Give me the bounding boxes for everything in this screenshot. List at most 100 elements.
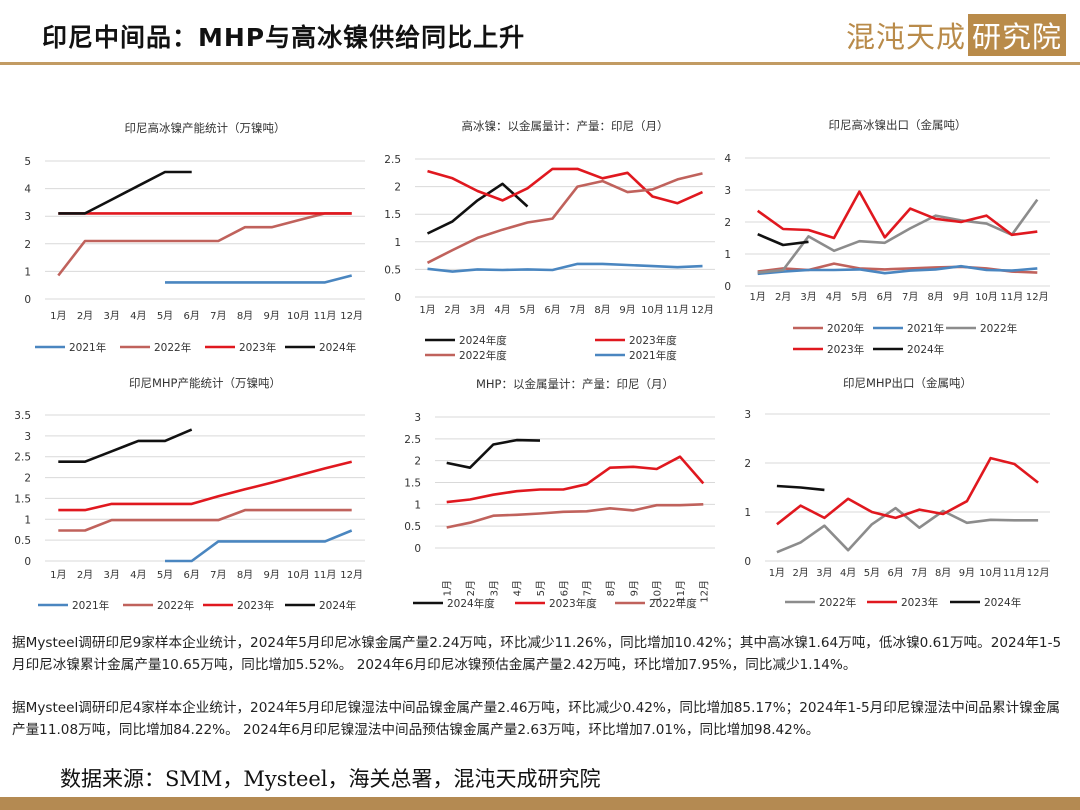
chart-title: 高冰镍：以金属量计：产量：印尼（月） <box>462 119 669 133</box>
chart-c3: 印尼高冰镍出口（金属吨） 0 1 2 3 4 1月 2月 3月 4月 5月 6月 7月 8月 9月 10月 11… <box>724 118 1050 356</box>
series-line <box>757 264 1038 276</box>
series-line <box>757 198 1039 274</box>
y-tick-label: 5 <box>24 156 31 168</box>
y-tick-label: 3 <box>414 412 421 424</box>
legend-label: 2024年度 <box>459 334 507 347</box>
y-tick-label: 0 <box>394 292 401 304</box>
paragraph-mhp-matte: 据Mysteel调研印尼9家样本企业统计，2024年5月印尼冰镍金属产量2.24… <box>12 635 1062 673</box>
y-tick-label: 0.5 <box>404 521 421 533</box>
x-tick-label: 9月 <box>959 567 975 579</box>
legend-label: 2022年度 <box>649 597 697 610</box>
legend-label: 2021年 <box>72 599 109 612</box>
x-tick-label: 8月 <box>594 304 610 316</box>
x-tick-label: 9月 <box>263 569 279 581</box>
x-tick-label: 12月 <box>1026 291 1049 303</box>
y-tick-label: 3 <box>24 211 31 223</box>
legend-label: 2022年 <box>980 322 1017 335</box>
x-tick-label: 2月 <box>444 304 460 316</box>
legend-label: 2024年 <box>319 599 356 612</box>
x-tick-label: 6月 <box>183 569 199 581</box>
y-tick-label: 1 <box>744 507 751 519</box>
x-tick-label: 6月 <box>877 291 893 303</box>
y-tick-label: 3.5 <box>14 410 31 422</box>
data-source: 数据来源：SMM，Mysteel，海关总署，混沌天成研究院 <box>60 767 601 791</box>
series-line <box>426 172 703 264</box>
x-tick-label: 5月 <box>157 569 173 581</box>
y-tick-label: 2 <box>414 456 421 468</box>
y-tick-label: 4 <box>24 184 31 196</box>
y-tick-label: 1 <box>24 266 31 278</box>
x-tick-label: 1月 <box>419 304 435 316</box>
brand-main: 混沌天成 <box>846 20 967 54</box>
y-tick-label: 1 <box>414 499 421 511</box>
x-tick-label: 10月 <box>975 291 998 303</box>
y-tick-label: 2.5 <box>384 154 401 166</box>
chart-c2: 高冰镍：以金属量计：产量：印尼（月） 0 0.5 1 1.5 2 2.5 1月 2月 3月 4月 5月… <box>384 119 715 362</box>
x-tick-label: 5月 <box>535 580 547 596</box>
x-tick-label: 4月 <box>826 291 842 303</box>
x-tick-label: 3月 <box>103 310 119 322</box>
x-tick-label: 4月 <box>840 567 856 579</box>
footer-bar <box>0 797 1080 810</box>
chart-title: 印尼高冰镍出口（金属吨） <box>829 118 967 132</box>
y-tick-label: 4 <box>724 153 731 165</box>
chart-c5: MHP：以金属量计：产量：印尼（月） 0 0.5 1 1.5 2 2.5 3 1月 2月 3月 4月 5… <box>404 377 715 610</box>
x-tick-label: 7月 <box>210 569 226 581</box>
x-tick-label: 1月 <box>50 569 66 581</box>
legend-label: 2022年度 <box>459 349 507 362</box>
x-tick-label: 11月 <box>666 304 689 316</box>
y-tick-label: 1 <box>24 514 31 526</box>
x-tick-label: 2月 <box>77 310 93 322</box>
series-line <box>757 233 809 247</box>
x-tick-label: 12月 <box>698 580 710 603</box>
header-divider <box>0 62 1080 65</box>
x-tick-label: 6月 <box>887 567 903 579</box>
y-tick-label: 2.5 <box>14 452 31 464</box>
series-line <box>446 455 705 504</box>
series-line <box>57 212 352 277</box>
x-tick-label: 8月 <box>237 569 253 581</box>
x-tick-label: 3月 <box>800 291 816 303</box>
x-tick-label: 10月 <box>979 567 1002 579</box>
legend-label: 2024年 <box>319 341 356 354</box>
x-tick-label: 9月 <box>263 310 279 322</box>
x-tick-label: 6月 <box>544 304 560 316</box>
page-title: 印尼中间品：MHP与高冰镍供给同比上升 <box>42 23 526 52</box>
y-tick-label: 0 <box>24 294 31 306</box>
chart-title: 印尼高冰镍产能统计（万镍吨） <box>125 121 286 135</box>
x-tick-label: 4月 <box>130 569 146 581</box>
series-line <box>58 508 352 532</box>
x-tick-label: 11月 <box>1003 567 1026 579</box>
x-tick-label: 2月 <box>792 567 808 579</box>
series-line <box>165 274 353 284</box>
x-tick-label: 11月 <box>314 310 337 322</box>
x-tick-label: 1月 <box>750 291 766 303</box>
x-tick-label: 8月 <box>237 310 253 322</box>
x-tick-label: 4月 <box>512 580 524 596</box>
legend-label: 2022年 <box>819 596 856 609</box>
y-tick-label: 1 <box>724 249 731 261</box>
x-tick-label: 5月 <box>851 291 867 303</box>
x-tick-label: 12月 <box>1027 567 1050 579</box>
y-tick-label: 2 <box>24 239 31 251</box>
series-line <box>446 438 541 469</box>
legend-label: 2022年 <box>154 341 191 354</box>
y-tick-label: 3 <box>724 185 731 197</box>
x-tick-label: 5月 <box>519 304 535 316</box>
series-line <box>58 460 353 512</box>
y-tick-label: 2 <box>724 217 731 229</box>
x-tick-label: 7月 <box>210 310 226 322</box>
y-tick-label: 0 <box>744 556 751 568</box>
y-tick-label: 2 <box>24 473 31 485</box>
x-tick-label: 11月 <box>314 569 337 581</box>
x-tick-label: 1月 <box>442 580 454 596</box>
y-tick-label: 3 <box>24 431 31 443</box>
series-line <box>776 506 1039 554</box>
x-tick-label: 10月 <box>287 310 310 322</box>
series-line <box>427 262 703 273</box>
x-tick-label: 7月 <box>582 580 594 596</box>
legend-label: 2023年 <box>827 343 864 356</box>
legend-label: 2023年度 <box>629 334 677 347</box>
x-tick-label: 9月 <box>953 291 969 303</box>
